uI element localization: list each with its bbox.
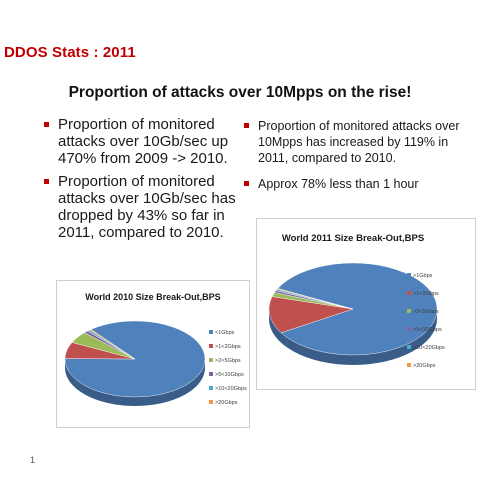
legend-swatch <box>407 309 411 313</box>
chart-2010: World 2010 Size Break-Out,BPS <1Gbps >1<2G… <box>56 280 250 428</box>
headline: Proportion of attacks over 10Mpps on the… <box>68 84 412 101</box>
chart-2011: World 2011 Size Break-Out,BPS >1Gbps >1<2G… <box>256 218 476 390</box>
legend-swatch <box>209 400 213 404</box>
legend-label: >5<10Gbps <box>215 372 244 378</box>
right-bullet-list: Proportion of monitored attacks over 10M… <box>244 118 472 202</box>
legend-label: >2<5Gbps <box>215 358 241 364</box>
legend-swatch <box>209 330 213 334</box>
legend-swatch <box>407 327 411 331</box>
slide-title: DDOS Stats : 2011 <box>4 44 136 61</box>
page-number: 1 <box>30 455 36 465</box>
pie-slice <box>276 288 354 310</box>
legend-swatch <box>209 358 213 362</box>
bullet-marker-icon <box>44 122 49 127</box>
bullet-item: Proportion of monitored attacks over 10G… <box>44 173 239 241</box>
bullet-text: Approx 78% less than 1 hour <box>258 177 419 191</box>
legend-label: >10<20Gbps <box>215 386 247 392</box>
chart-2011-svg: World 2011 Size Break-Out,BPS >1Gbps >1<2G… <box>268 233 445 369</box>
legend-swatch <box>209 386 213 390</box>
bullet-text: Proportion of monitored attacks over 10G… <box>58 116 229 167</box>
pie-depth <box>65 359 205 406</box>
legend-label: >2<5Gbps <box>413 309 439 315</box>
bullet-item: Approx 78% less than 1 hour <box>244 176 472 192</box>
legend-label: >1<2Gbps <box>413 291 439 297</box>
legend-label: >5<10Gbps <box>413 327 442 333</box>
chart-2010-svg: World 2010 Size Break-Out,BPS <1Gbps >1<2G… <box>64 292 247 406</box>
bullet-marker-icon <box>244 123 249 128</box>
legend-swatch <box>407 345 411 349</box>
pie-slice <box>268 296 354 334</box>
legend-label: >20Gbps <box>413 363 436 369</box>
legend-label: >1<2Gbps <box>215 344 241 350</box>
bullet-marker-icon <box>244 181 249 186</box>
bullet-item: Proportion of monitored attacks over 10G… <box>44 116 239 167</box>
pie-slice <box>89 329 136 360</box>
legend-label: >1Gbps <box>413 273 433 279</box>
pie-depth <box>269 309 437 365</box>
bullet-text: Proportion of monitored attacks over 10G… <box>58 173 236 241</box>
bullet-item: Proportion of monitored attacks over 10M… <box>244 118 472 166</box>
legend-label: <1Gbps <box>215 330 235 336</box>
legend-swatch <box>407 273 411 277</box>
pie-slice <box>64 320 206 398</box>
legend-swatch <box>209 344 213 348</box>
bullet-marker-icon <box>44 179 49 184</box>
left-bullet-list: Proportion of monitored attacks over 10G… <box>44 116 239 247</box>
pie-slice <box>277 262 438 356</box>
legend-label: >10<20Gbps <box>413 345 445 351</box>
chart-title: World 2011 Size Break-Out,BPS <box>282 233 424 244</box>
bullet-text: Proportion of monitored attacks over 10M… <box>258 119 460 165</box>
chart-title: World 2010 Size Break-Out,BPS <box>85 292 220 302</box>
legend-label: >20Gbps <box>215 400 238 406</box>
legend-swatch <box>407 363 411 367</box>
legend-swatch <box>407 291 411 295</box>
legend-swatch <box>209 372 213 376</box>
